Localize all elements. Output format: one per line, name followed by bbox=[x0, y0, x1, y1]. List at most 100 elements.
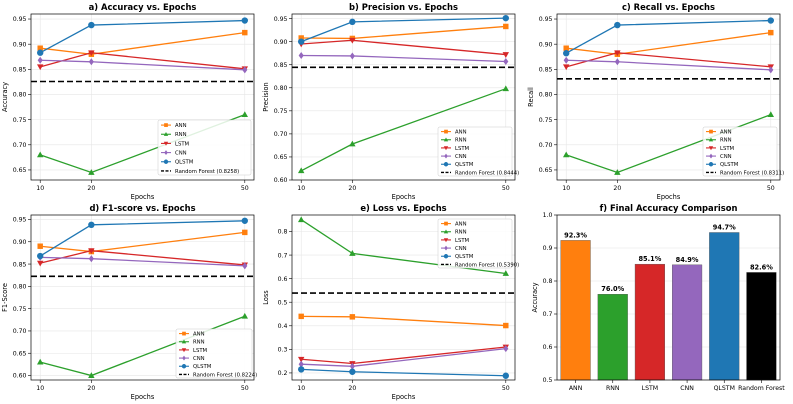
legend-marker-qlstm bbox=[708, 162, 714, 167]
data-point-cnn bbox=[503, 57, 509, 66]
legend-marker-qlstm bbox=[181, 364, 187, 369]
y-tick-label: 0.7 bbox=[278, 252, 288, 259]
x-tick-label: 50 bbox=[767, 185, 775, 192]
legend-marker-rnn bbox=[163, 131, 169, 136]
y-axis-label: Recall bbox=[527, 87, 535, 107]
y-tick-label: 0.95 bbox=[13, 16, 27, 23]
chart-3: c) Recall vs. Epochs 0.65 0.70 0.75 0.80 0.85… bbox=[527, 2, 784, 201]
y-tick-label: 0.80 bbox=[13, 92, 27, 99]
data-point-cnn bbox=[503, 345, 509, 353]
legend-marker-qlstm bbox=[443, 254, 449, 259]
data-point-ann bbox=[242, 29, 248, 36]
y-tick-label: 0.65 bbox=[13, 167, 27, 174]
legend-marker-rnn bbox=[443, 229, 449, 234]
legend-label: ANN bbox=[720, 129, 732, 135]
legend-marker-cnn bbox=[709, 153, 713, 159]
data-point-rnn bbox=[241, 312, 248, 319]
data-point-rnn bbox=[349, 250, 356, 256]
legend-label: ANN bbox=[455, 221, 467, 227]
data-point-rnn bbox=[88, 372, 95, 378]
legend-label-baseline: Random Forest (0.5390) bbox=[455, 262, 519, 268]
series-line-qlstm bbox=[39, 220, 245, 257]
x-axis-label: Epochs bbox=[392, 393, 416, 401]
y-tick-label: 0.65 bbox=[13, 350, 27, 357]
data-point-lstm bbox=[37, 64, 44, 71]
y-tick-label: 0.75 bbox=[539, 117, 553, 124]
x-tick-label: 10 bbox=[562, 185, 570, 192]
legend-marker-lstm bbox=[163, 141, 169, 146]
bar-value-label: 94.7% bbox=[713, 223, 736, 231]
y-axis-label: Precision bbox=[262, 82, 270, 111]
x-tick-label: 20 bbox=[87, 385, 95, 392]
bar-qlstm bbox=[709, 232, 740, 381]
legend-marker-lstm bbox=[443, 146, 449, 151]
chart-title: e) Loss vs. Epochs bbox=[360, 203, 446, 213]
plot-frame bbox=[556, 214, 781, 381]
data-point-qlstm bbox=[563, 50, 570, 57]
x-tick-label: Random Forest bbox=[738, 385, 785, 392]
data-point-rnn bbox=[502, 270, 509, 276]
plot-frame bbox=[291, 214, 516, 381]
data-point-ann bbox=[242, 229, 248, 236]
data-point-rnn bbox=[37, 151, 44, 158]
bar-random-forest bbox=[746, 272, 777, 381]
data-point-ann bbox=[768, 29, 774, 36]
x-axis-label: Epochs bbox=[131, 193, 155, 201]
data-point-lstm bbox=[88, 248, 95, 255]
x-axis-label: Epochs bbox=[131, 393, 155, 401]
y-axis-label: F1-Score bbox=[1, 283, 9, 312]
legend-box bbox=[437, 218, 513, 269]
y-tick-label: 0.95 bbox=[13, 217, 27, 224]
x-tick-label: QLSTM bbox=[714, 385, 735, 392]
data-point-lstm bbox=[502, 52, 509, 58]
data-point-qlstm bbox=[37, 49, 44, 56]
x-tick-label: 20 bbox=[613, 185, 621, 192]
legend-marker-lstm bbox=[708, 146, 714, 151]
legend-label-baseline: Random Forest (0.8224) bbox=[193, 372, 257, 378]
data-point-qlstm bbox=[241, 217, 248, 224]
data-point-rnn bbox=[37, 358, 44, 365]
legend-label: CNN bbox=[455, 154, 467, 160]
data-point-cnn bbox=[242, 66, 248, 74]
y-tick-label: 0.80 bbox=[274, 85, 288, 92]
y-axis-label: Accuracy bbox=[1, 82, 9, 112]
y-tick-label: 0.2 bbox=[278, 370, 288, 377]
chart-title: d) F1-score vs. Epochs bbox=[89, 203, 195, 213]
data-point-rnn bbox=[349, 140, 356, 147]
legend-marker-ann bbox=[709, 129, 713, 134]
chart-1: a) Accuracy vs. Epochs 0.65 0.70 0.75 0.80 0.… bbox=[1, 2, 255, 201]
x-tick-label: 50 bbox=[502, 185, 510, 192]
chart-title: f) Final Accuracy Comparison bbox=[600, 203, 738, 213]
bar-value-label: 76.0% bbox=[601, 285, 624, 293]
data-point-rnn bbox=[614, 169, 621, 175]
data-point-cnn bbox=[614, 58, 620, 66]
legend: ANN RNN LSTM CNN QLSTM Random Forest (0.8258) bbox=[157, 119, 252, 176]
chart-4: d) F1-score vs. Epochs 0.60 0.65 0.70 0.75 0.… bbox=[1, 203, 257, 401]
legend-label: LSTM bbox=[720, 146, 735, 152]
legend-marker-cnn bbox=[182, 355, 186, 361]
legend-marker-cnn bbox=[444, 245, 448, 251]
legend-label: CNN bbox=[720, 154, 732, 160]
data-point-cnn bbox=[349, 52, 355, 60]
data-point-qlstm bbox=[349, 368, 356, 375]
legend-label: LSTM bbox=[455, 146, 470, 152]
y-tick-label: 0.70 bbox=[274, 131, 288, 138]
y-tick-label: 0.85 bbox=[539, 67, 553, 74]
data-point-ann bbox=[563, 45, 569, 51]
legend-label: ANN bbox=[455, 129, 467, 135]
data-point-qlstm bbox=[614, 21, 621, 29]
x-tick-label: 20 bbox=[348, 185, 356, 192]
legend: ANN RNN LSTM CNN QLSTM Random Forest (0.8311) bbox=[702, 126, 784, 176]
chart-5: e) Loss vs. Epochs 0.2 0.3 0.4 0.5 0.6 0.7 0.8 L… bbox=[262, 203, 519, 401]
legend-label: RNN bbox=[193, 340, 205, 346]
x-tick-label: 10 bbox=[36, 185, 44, 192]
y-tick-label: 0.70 bbox=[13, 328, 27, 335]
legend-label: QLSTM bbox=[455, 162, 474, 168]
y-tick-label: 0.85 bbox=[13, 261, 27, 268]
data-point-lstm bbox=[88, 50, 95, 57]
chart-title: b) Precision vs. Epochs bbox=[349, 2, 458, 12]
y-tick-label: 0.75 bbox=[274, 108, 288, 115]
legend-label: QLSTM bbox=[720, 162, 739, 168]
data-point-cnn bbox=[768, 66, 774, 74]
y-tick-label: 0.8 bbox=[278, 229, 288, 236]
